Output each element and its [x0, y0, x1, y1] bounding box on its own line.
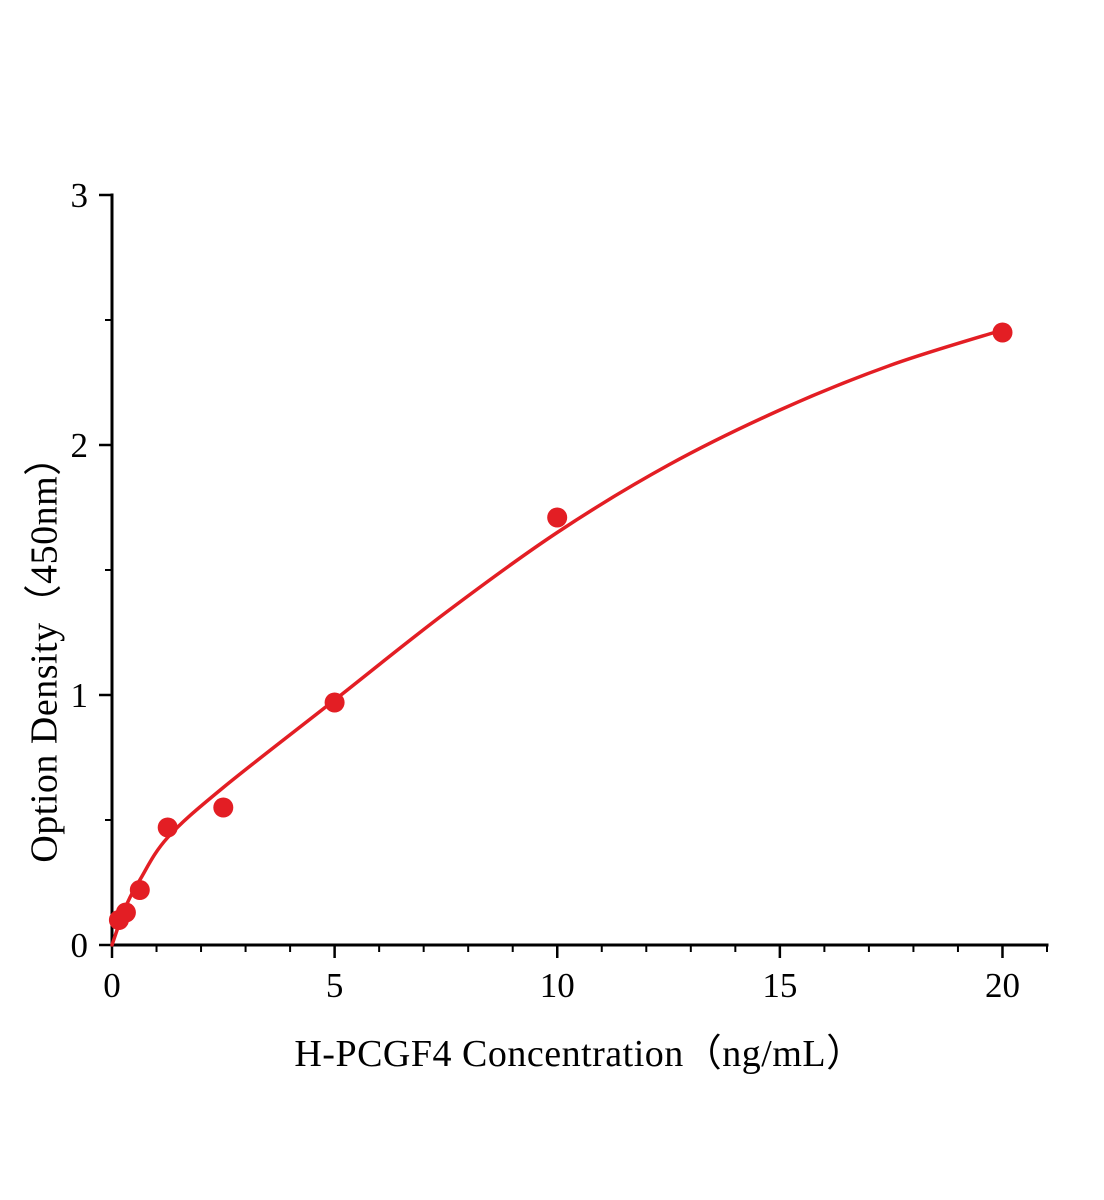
y-tick-label: 2	[71, 426, 89, 465]
data-point	[115, 902, 136, 923]
data-point	[129, 880, 150, 900]
x-tick-label: 0	[103, 966, 121, 1005]
data-point	[324, 692, 345, 713]
x-tick-label: 10	[540, 966, 575, 1005]
x-tick-label: 20	[985, 966, 1020, 1005]
data-point	[157, 817, 178, 838]
x-axis-title: H-PCGF4 Concentration（ng/mL）	[294, 1033, 865, 1075]
data-point	[213, 797, 234, 818]
fit-curve	[110, 328, 1005, 947]
x-tick-label: 5	[326, 966, 344, 1005]
y-tick-label: 1	[71, 676, 89, 715]
data-point	[547, 507, 568, 528]
y-tick-label: 0	[71, 926, 89, 965]
y-tick-label: 3	[71, 176, 89, 215]
x-tick-label: 15	[762, 966, 797, 1005]
y-axis-title: Option Density（450nm）	[23, 437, 66, 863]
data-point	[992, 322, 1013, 343]
